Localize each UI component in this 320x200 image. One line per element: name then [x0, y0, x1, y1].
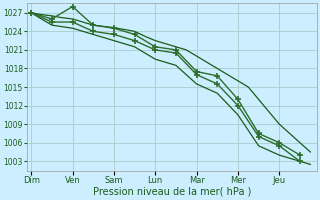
X-axis label: Pression niveau de la mer( hPa ): Pression niveau de la mer( hPa ) [92, 187, 251, 197]
